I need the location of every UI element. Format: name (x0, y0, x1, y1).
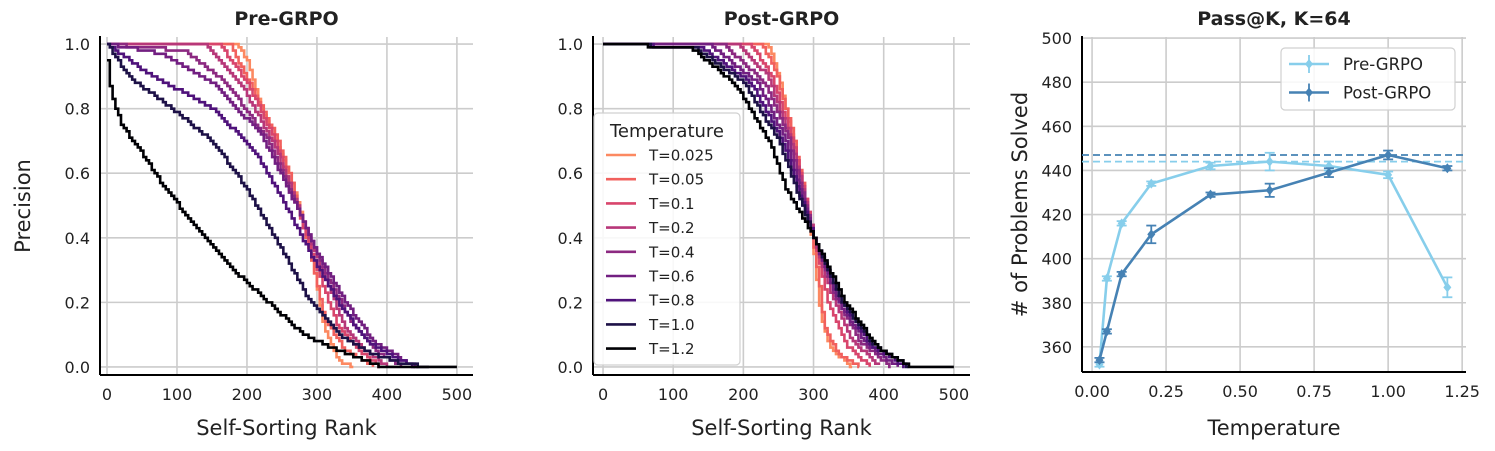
y-tick-label: 460 (1041, 117, 1072, 136)
subplot-1: 0 100 200 300 400 500 0.0 0.2 0.4 0.6 0.8 1.0 Pre-GR… (11, 8, 473, 440)
y-axis-label: Precision (11, 159, 35, 253)
subplot-title: Pre-GRPO (234, 8, 338, 30)
data-point-marker (1117, 269, 1126, 280)
legend-label: T=0.025 (648, 147, 714, 165)
legend-label: T=0.2 (648, 219, 695, 237)
legend-label: T=0.6 (648, 268, 695, 286)
legend-marker (1305, 87, 1313, 98)
data-point-marker (1095, 355, 1104, 366)
legend-marker (1305, 59, 1313, 69)
legend-title: Temperature (609, 121, 724, 142)
series-line-T=0.6 (106, 42, 419, 369)
series-line-T=1.2 (603, 42, 954, 369)
x-tick-label: 1.25 (1444, 382, 1480, 401)
y-tick-label: 0.6 (558, 164, 583, 183)
x-tick-label: 200 (728, 385, 759, 404)
y-axis-label: # of Problems Solved (1008, 92, 1032, 317)
subplot-2: 0 100 200 300 400 500 0.0 0.2 0.4 0.6 0.8 1.0 Post-G… (558, 8, 970, 440)
x-axis-label: Temperature (1206, 416, 1340, 440)
y-tick-label: 1.0 (558, 35, 583, 54)
legend: Pre-GRPO Post-GRPO (1280, 47, 1456, 111)
series-line-T=0.05 (106, 42, 375, 367)
y-tick-label: 0.8 (65, 100, 90, 119)
legend-label: T=1.2 (648, 340, 695, 358)
y-tick-label: 500 (1041, 29, 1072, 48)
subplot-3: 0.00 0.25 0.50 0.75 1.00 1.25 360 380 400 420 440 4… (1008, 8, 1480, 440)
data-point-marker (1384, 169, 1393, 180)
data-point-marker (1265, 185, 1274, 196)
y-tick-label: 0.4 (65, 229, 90, 248)
subplot-title: Post-GRPO (724, 8, 840, 30)
x-tick-label: 400 (868, 385, 899, 404)
y-tick-label: 380 (1041, 294, 1072, 313)
data-point-marker (1102, 273, 1111, 284)
data-point-marker (1117, 218, 1126, 229)
y-tick-label: 0.2 (558, 293, 583, 312)
x-tick-label: 0.25 (1148, 382, 1184, 401)
x-tick-label: 500 (442, 385, 473, 404)
data-point-marker (1102, 326, 1111, 337)
x-tick-label: 300 (798, 385, 829, 404)
y-tick-label: 0.4 (558, 229, 583, 248)
legend-label: Post-GRPO (1343, 84, 1431, 103)
y-tick-label: 480 (1041, 73, 1072, 92)
data-point-marker (1384, 149, 1393, 160)
y-tick-label: 0.2 (65, 293, 90, 312)
x-axis-label: Self-Sorting Rank (196, 416, 377, 440)
data-point-marker (1443, 282, 1452, 293)
series-line-T=1.0 (106, 42, 429, 369)
subplot-title: Pass@K, K=64 (1197, 8, 1351, 30)
legend-label: T=0.05 (648, 171, 704, 189)
x-tick-label: 0 (102, 385, 112, 404)
x-axis-label: Self-Sorting Rank (691, 416, 872, 440)
x-tick-label: 400 (372, 385, 403, 404)
x-tick-label: 300 (302, 385, 333, 404)
y-tick-label: 400 (1041, 250, 1072, 269)
data-point-marker (1206, 189, 1215, 200)
data-point-marker (1265, 156, 1274, 167)
y-tick-label: 360 (1041, 338, 1072, 357)
legend-label: Pre-GRPO (1343, 55, 1423, 74)
data-point-marker (1147, 229, 1156, 240)
x-tick-label: 1.00 (1370, 382, 1406, 401)
x-tick-label: 0.50 (1222, 382, 1258, 401)
data-point-marker (1147, 178, 1156, 189)
data-point-marker (1206, 161, 1215, 172)
x-tick-label: 0.00 (1074, 382, 1110, 401)
data-point-marker (1443, 163, 1452, 174)
x-tick-label: 200 (232, 385, 263, 404)
series-line-T=0.8 (106, 42, 415, 369)
legend-label: T=0.8 (648, 292, 695, 310)
data-point-marker (1324, 167, 1333, 178)
y-tick-label: 0.0 (558, 358, 583, 377)
legend-label: T=0.1 (648, 195, 695, 213)
legend-label: T=1.0 (648, 316, 695, 334)
x-tick-label: 0 (598, 385, 608, 404)
y-tick-label: 0.8 (558, 100, 583, 119)
y-tick-label: 1.0 (65, 35, 90, 54)
series-line-T=1.2 (106, 58, 457, 369)
x-tick-label: 100 (658, 385, 689, 404)
y-tick-label: 440 (1041, 161, 1072, 180)
legend-box (593, 112, 741, 366)
legend-label: T=0.4 (648, 243, 695, 261)
series-line-T=0.6 (603, 42, 900, 367)
x-tick-label: 100 (162, 385, 193, 404)
y-tick-label: 420 (1041, 206, 1072, 225)
y-tick-label: 0.6 (65, 164, 90, 183)
y-tick-label: 0.0 (65, 358, 90, 377)
legend: Temperature T=0.025 T=0.05 T=0.1 T=0.2 T=0.4 T… (593, 112, 741, 366)
x-tick-label: 500 (939, 385, 970, 404)
x-tick-label: 0.75 (1296, 382, 1332, 401)
series-line-Pre-GRPO (1098, 160, 1449, 365)
